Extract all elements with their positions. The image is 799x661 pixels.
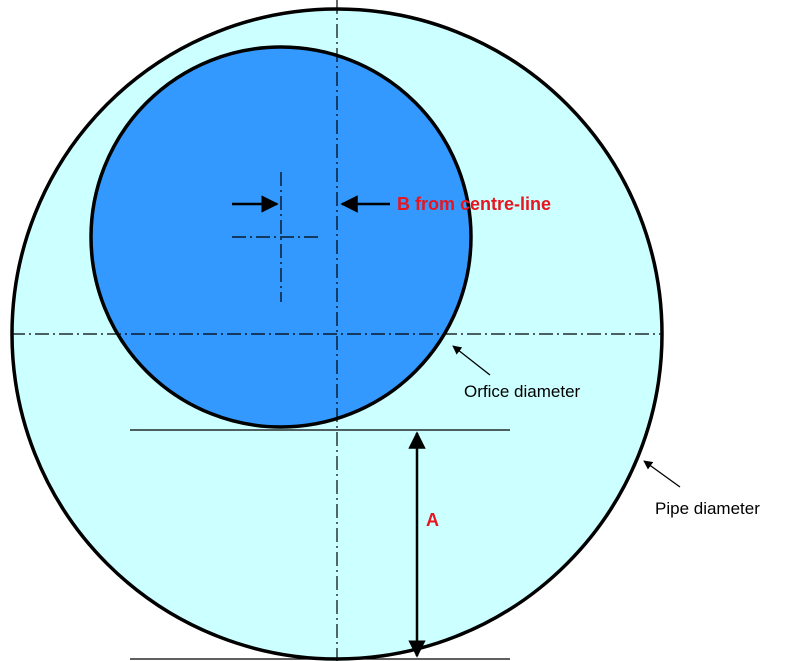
a-label: A: [426, 510, 439, 530]
orifice-label: Orfice diameter: [464, 382, 581, 401]
pipe-label: Pipe diameter: [655, 499, 760, 518]
pipe-leader: [643, 460, 681, 488]
orifice-leader: [452, 345, 491, 376]
b-label: B from centre-line: [397, 194, 551, 214]
